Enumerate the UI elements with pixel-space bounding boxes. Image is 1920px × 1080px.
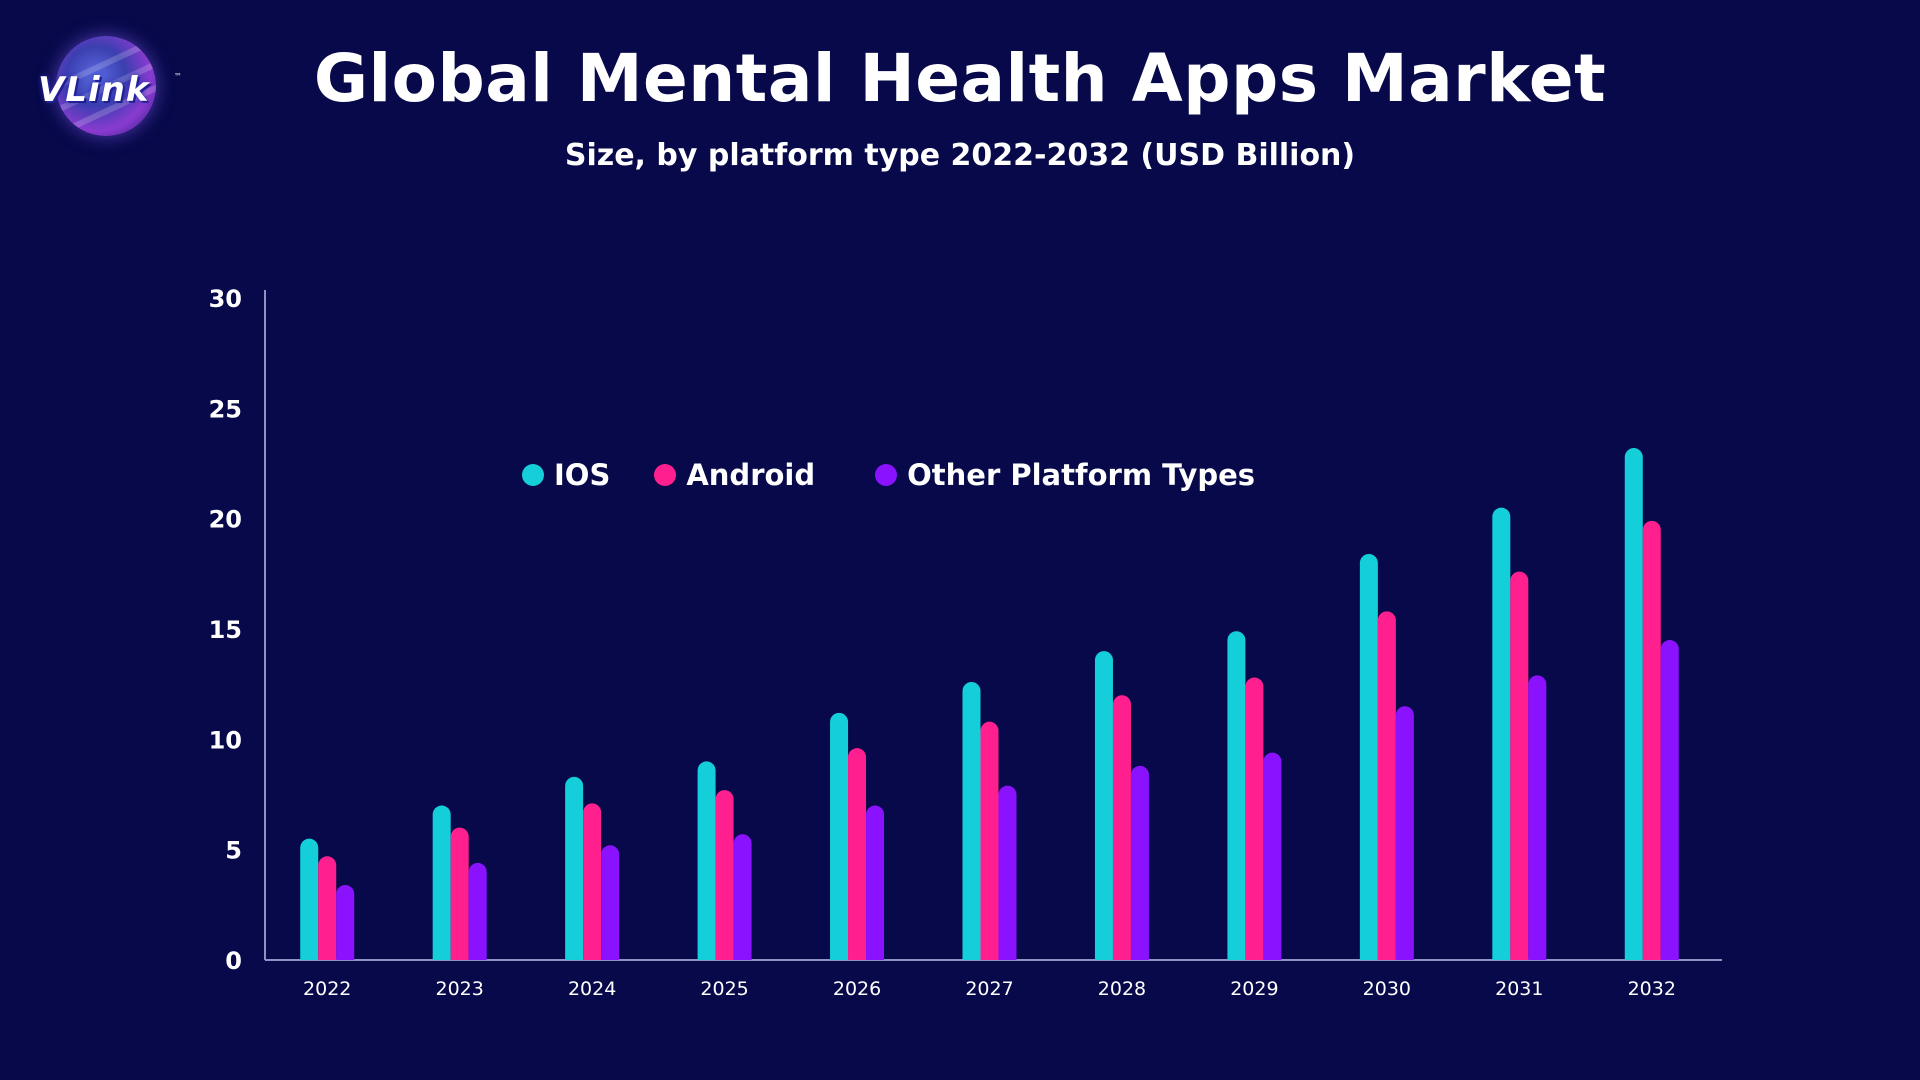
- bar-other-platform-types-2025: [733, 834, 752, 960]
- legend-swatch-android: [654, 464, 677, 486]
- x-tick-label: 2023: [436, 978, 484, 1000]
- bar-other-platform-types-2031: [1528, 675, 1547, 960]
- bar-android-2026: [848, 748, 867, 960]
- bar-other-platform-types-2023: [468, 862, 487, 960]
- x-tick-label: 2024: [568, 978, 616, 1000]
- y-tick-label: 25: [209, 395, 242, 423]
- legend-label-android: Android: [686, 458, 816, 492]
- y-tick-label: 0: [225, 947, 242, 975]
- bar-ios-2025: [697, 761, 716, 960]
- chart-legend: IOS Android Other Platform Types: [522, 458, 1299, 492]
- legend-item-ios: IOS: [522, 458, 610, 492]
- x-tick-label: 2027: [965, 978, 1013, 1000]
- legend-label-other: Other Platform Types: [907, 458, 1256, 492]
- bar-ios-2027: [962, 681, 981, 960]
- legend-swatch-ios: [522, 464, 544, 486]
- bar-android-2023: [450, 827, 469, 960]
- bar-android-2024: [583, 803, 602, 960]
- bar-android-2030: [1377, 611, 1396, 960]
- bar-other-platform-types-2032: [1660, 640, 1679, 960]
- y-tick-label: 5: [225, 837, 242, 865]
- x-tick-label: 2030: [1363, 978, 1411, 1000]
- bar-ios-2032: [1624, 448, 1643, 960]
- logo-trademark: ™: [174, 72, 182, 81]
- logo-text: VLink: [38, 70, 150, 110]
- x-tick-label: 2022: [303, 978, 351, 1000]
- bar-ios-2023: [432, 805, 451, 960]
- bar-other-platform-types-2027: [998, 785, 1017, 960]
- legend-item-other: Other Platform Types: [875, 458, 1255, 492]
- bar-ios-2028: [1094, 651, 1113, 960]
- bar-android-2028: [1112, 695, 1131, 960]
- x-tick-label: 2029: [1230, 978, 1278, 1000]
- y-tick-label: 10: [209, 726, 242, 754]
- legend-item-android: Android: [654, 458, 815, 492]
- bar-android-2029: [1245, 677, 1264, 960]
- y-tick-label: 30: [209, 285, 242, 313]
- x-tick-label: 2028: [1098, 978, 1146, 1000]
- bar-ios-2024: [565, 776, 584, 960]
- y-tick-label: 20: [209, 506, 242, 534]
- x-tick-label: 2031: [1495, 978, 1543, 1000]
- bar-android-2027: [980, 721, 999, 960]
- globe-icon: [56, 36, 156, 136]
- vlink-logo: VLink ™: [38, 36, 188, 136]
- bar-android-2025: [715, 790, 734, 960]
- bar-other-platform-types-2022: [336, 884, 355, 960]
- x-tick-label: 2025: [700, 978, 748, 1000]
- bar-other-platform-types-2029: [1263, 752, 1282, 960]
- bar-other-platform-types-2030: [1395, 706, 1414, 960]
- bar-android-2031: [1510, 571, 1529, 960]
- bar-android-2022: [318, 856, 337, 960]
- chart-title: Global Mental Health Apps Market: [313, 40, 1607, 117]
- legend-swatch-other: [875, 464, 898, 486]
- x-tick-label: 2026: [833, 978, 881, 1000]
- bar-other-platform-types-2028: [1130, 765, 1149, 960]
- bar-ios-2031: [1492, 507, 1511, 960]
- bar-ios-2029: [1227, 631, 1246, 960]
- y-tick-label: 15: [209, 616, 242, 644]
- bar-android-2032: [1642, 520, 1661, 960]
- bar-ios-2030: [1359, 553, 1378, 960]
- bar-other-platform-types-2024: [601, 845, 620, 960]
- bar-other-platform-types-2026: [866, 805, 885, 960]
- legend-label-ios: IOS: [554, 458, 611, 492]
- x-tick-label: 2032: [1628, 978, 1676, 1000]
- bar-ios-2022: [300, 838, 319, 960]
- bar-ios-2026: [830, 712, 849, 960]
- chart-subtitle: Size, by platform type 2022-2032 (USD Bi…: [564, 138, 1356, 173]
